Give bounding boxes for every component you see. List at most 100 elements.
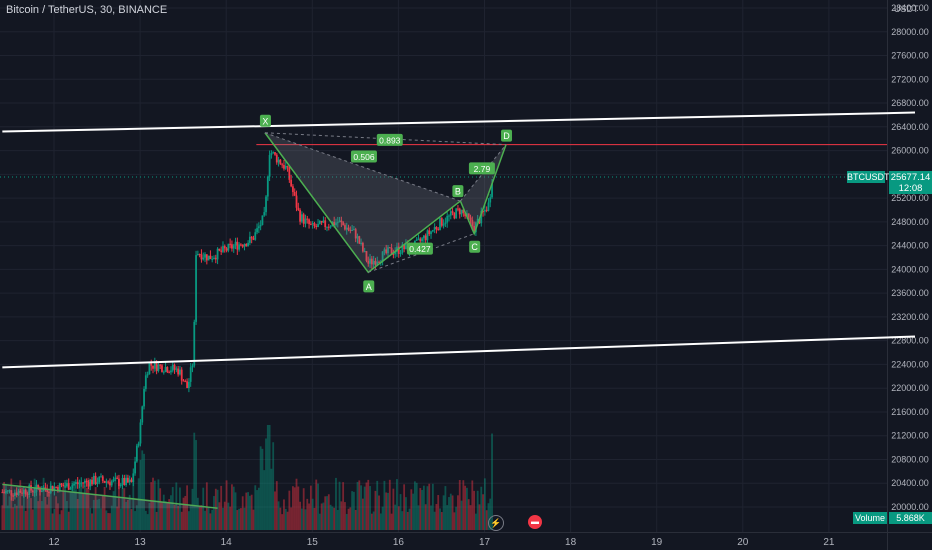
candle-body [83,480,86,484]
volume-bar [229,506,232,530]
volume-bar [98,498,101,530]
candle-body [207,255,210,261]
pattern-point-label: B [455,187,461,197]
volume-bar [293,487,296,530]
volume-bar [281,514,284,530]
volume-bar [448,497,450,530]
volume-bar [353,491,355,530]
candle-body [399,252,402,254]
volume-bar [22,490,25,530]
volume-bar [257,487,260,530]
volume-bar [180,511,183,530]
candle-body [403,244,406,250]
volume-bar [259,446,262,530]
ratio-line-xb [264,132,461,202]
candle-body [424,235,427,241]
time-tick-label: 12 [48,537,60,548]
candle-body [437,228,440,230]
volume-bar [388,479,391,530]
volume-bar [374,490,377,530]
volume-bar [383,480,386,530]
volume-bar [143,453,145,530]
price-tick-label: 20400.00 [891,478,929,488]
candle-body [5,491,7,493]
volume-bar [6,505,9,530]
symbol-title[interactable]: Bitcoin / TetherUS, 30, BINANCE [6,4,168,16]
volume-bar [453,512,456,530]
volume-bar [356,481,359,530]
candle-body [442,223,445,226]
volume-bar [118,478,120,530]
price-tick-label: 25200.00 [891,193,929,203]
volume-bar [408,508,411,530]
volume-bar [275,481,278,530]
candle-body [123,477,126,486]
volume-bar [184,495,187,530]
candle-body [469,217,472,220]
candle-body [333,221,336,226]
candle-body [439,218,441,230]
candle-body [482,211,484,213]
candle-body [74,482,77,484]
currency-label: USDT [894,4,919,14]
volume-bar [125,501,128,530]
candle-body [483,209,486,212]
volume-bar [21,505,23,530]
volume-bar [193,432,196,530]
volume-bar [324,496,327,530]
volume-bar [175,482,178,530]
volume-bar [179,487,181,530]
candle-body [162,371,165,373]
volume-bar [464,485,467,530]
candle-body [148,363,151,375]
candle-body [460,209,463,215]
volume-bar [13,503,16,530]
candle-body [39,488,41,492]
volume-bar [336,509,339,530]
candle-body [259,224,262,227]
volume-bar [42,477,45,530]
volume-bar [410,489,413,530]
volume-bar [8,496,11,530]
volume-bar [222,507,224,530]
volume-bar [482,494,484,530]
volume-bar [284,508,287,530]
volume-bar [414,481,416,530]
volume-bar [10,478,13,530]
volume-bar [431,483,434,530]
volume-bar [58,514,61,530]
candle-body [318,220,321,224]
volume-bar [476,490,479,530]
volume-bar [205,482,208,530]
volume-bar [430,505,432,530]
candle-body [309,224,312,226]
candle-body [220,250,223,252]
candle-body [381,251,384,262]
volume-bar [191,488,194,530]
volume-bar [261,448,264,530]
candle-body [415,239,418,241]
candle-body [295,195,298,208]
price-tick-label: 27200.00 [891,74,929,84]
candle-body [397,246,400,254]
candle-body [184,381,187,383]
flag-icon[interactable]: ▬ [528,515,542,529]
lightning-icon[interactable]: ⚡ [488,515,504,531]
volume-bar [62,486,65,530]
candle-body [274,152,276,155]
time-tick-label: 14 [221,537,233,548]
candle-body [354,229,357,239]
volume-bar [266,425,269,530]
volume-bar [55,496,58,530]
volume-bar [123,488,126,530]
volume-bar [173,504,176,530]
candle-body [98,476,101,483]
candle-body [248,236,251,243]
volume-bar [385,492,388,530]
candle-body [214,257,217,260]
volume-bar [327,494,330,530]
candle-body [222,246,224,252]
volume-bar [152,477,154,530]
candle-body [200,254,203,260]
